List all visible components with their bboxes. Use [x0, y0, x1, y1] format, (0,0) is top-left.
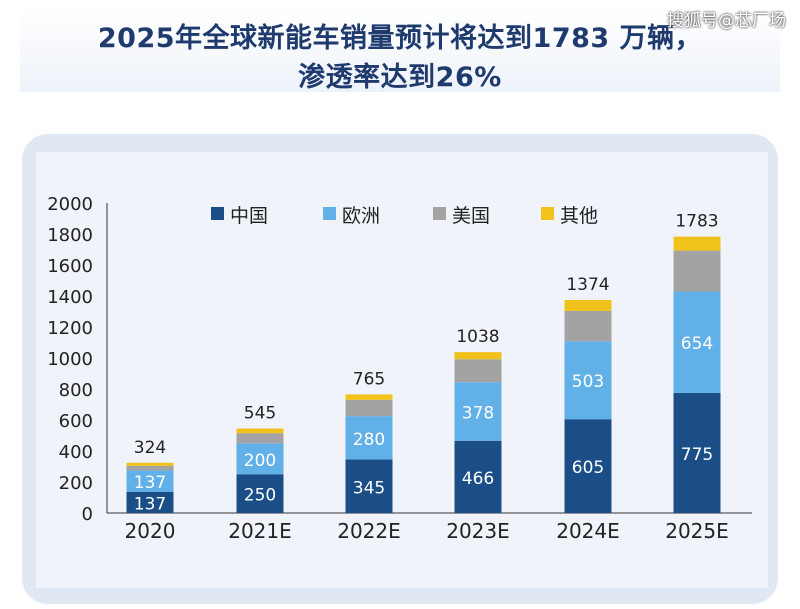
bar-segment-美国 — [236, 433, 284, 444]
watermark: 搜狐号@芯厂场 — [667, 11, 786, 31]
y-tick-label: 600 — [59, 411, 93, 432]
bar-segment-美国 — [345, 399, 393, 417]
legend-label-中国: 中国 — [230, 205, 268, 227]
bar-segment-中国 — [126, 491, 174, 513]
legend-label-欧洲: 欧洲 — [342, 205, 380, 227]
x-tick-label: 2023E — [446, 519, 510, 543]
data-label-中国: 137 — [134, 494, 166, 514]
bar-segment-其他 — [126, 462, 174, 466]
data-label-中国: 345 — [353, 478, 385, 498]
bar-segment-中国 — [236, 474, 284, 513]
data-label-中国: 250 — [244, 486, 276, 506]
y-tick-label: 2000 — [47, 194, 93, 215]
bar-segment-欧洲 — [454, 382, 502, 441]
y-tick-label: 0 — [82, 504, 93, 525]
bar-segment-其他 — [673, 236, 721, 251]
bar-segment-其他 — [345, 394, 393, 400]
legend-label-美国: 美国 — [452, 205, 490, 227]
data-label-欧洲: 378 — [462, 403, 494, 423]
bar-segment-中国 — [673, 392, 721, 513]
bar-segment-欧洲 — [673, 291, 721, 393]
total-label: 765 — [353, 369, 385, 389]
bar-segment-欧洲 — [345, 416, 393, 460]
data-label-中国: 605 — [572, 458, 604, 478]
chart-title-line-1: 2025年全球新能车销量预计将达到1783 万辆， — [97, 23, 703, 54]
total-label: 545 — [244, 404, 276, 424]
data-label-欧洲: 654 — [681, 334, 713, 354]
bar-segment-其他 — [564, 300, 612, 311]
title-band — [20, 8, 780, 92]
bar-segment-中国 — [345, 459, 393, 513]
x-tick-label: 2022E — [337, 519, 401, 543]
data-label-欧洲: 200 — [244, 451, 276, 471]
y-tick-label: 800 — [59, 380, 93, 401]
y-tick-label: 1200 — [47, 318, 93, 339]
legend-swatch-其他 — [541, 207, 554, 220]
bar-segment-欧洲 — [236, 443, 284, 475]
bar-segment-其他 — [454, 352, 502, 360]
data-label-中国: 775 — [681, 445, 713, 465]
legend-swatch-中国 — [211, 207, 224, 220]
y-tick-label: 1400 — [47, 287, 93, 308]
bar-segment-美国 — [126, 465, 174, 471]
y-tick-label: 1800 — [47, 225, 93, 246]
legend-swatch-欧洲 — [323, 207, 336, 220]
bar-segment-中国 — [564, 419, 612, 513]
total-label: 1038 — [456, 327, 499, 347]
x-tick-label: 2025E — [665, 519, 729, 543]
bar-segment-中国 — [454, 440, 502, 513]
y-tick-label: 400 — [59, 442, 93, 463]
bar-segment-美国 — [454, 359, 502, 383]
y-tick-label: 200 — [59, 473, 93, 494]
x-tick-label: 2020 — [125, 519, 176, 543]
total-label: 324 — [134, 438, 166, 458]
bar-segment-其他 — [236, 428, 284, 434]
bar-segment-美国 — [673, 250, 721, 292]
data-label-欧洲: 137 — [134, 473, 166, 493]
legend-swatch-美国 — [433, 207, 446, 220]
total-label: 1783 — [675, 212, 718, 232]
data-label-欧洲: 280 — [353, 430, 385, 450]
x-tick-label: 2024E — [556, 519, 620, 543]
bar-segment-美国 — [564, 310, 612, 342]
total-label: 1374 — [566, 275, 609, 295]
bar-segment-欧洲 — [126, 470, 174, 492]
chart-panel-inner — [36, 152, 768, 588]
chart-title-line-2: 渗透率达到26% — [298, 62, 502, 93]
data-label-中国: 466 — [462, 469, 494, 489]
legend-label-其他: 其他 — [560, 205, 598, 227]
x-tick-label: 2021E — [228, 519, 292, 543]
bar-segment-欧洲 — [564, 341, 612, 420]
y-tick-label: 1600 — [47, 256, 93, 277]
data-label-欧洲: 503 — [572, 372, 604, 392]
y-tick-label: 1000 — [47, 349, 93, 370]
